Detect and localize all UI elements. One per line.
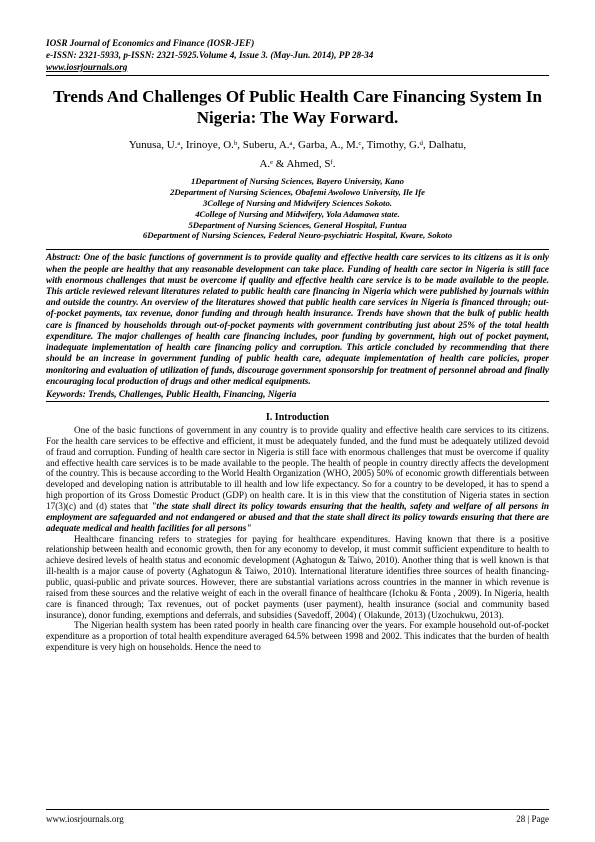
keywords-content: Trends, Challenges, Public Health, Finan… [88, 389, 296, 399]
intro-paragraph-2: Healthcare financing refers to strategie… [46, 534, 549, 621]
abstract-text: Abstract: One of the basic functions of … [46, 252, 549, 387]
footer-url: www.iosrjournals.org [46, 814, 124, 824]
intro-paragraph-1: One of the basic functions of government… [46, 425, 549, 534]
keywords-line: Keywords: Trends, Challenges, Public Hea… [46, 389, 549, 399]
paper-title: Trends And Challenges Of Public Health C… [46, 86, 549, 129]
journal-url: www.iosrjournals.org [46, 62, 549, 72]
intro-paragraph-3: The Nigerian health system has been rate… [46, 620, 549, 653]
affiliation-6: 6Department of Nursing Sciences, Federal… [46, 230, 549, 241]
section-heading-introduction: I. Introduction [46, 412, 549, 423]
authors-line-2: A.ᵉ & Ahmed, Sᶠ. [46, 157, 549, 172]
affiliation-1: 1Department of Nursing Sciences, Bayero … [46, 176, 549, 187]
issn-line: e-ISSN: 2321-5933, p-ISSN: 2321-5925.Vol… [46, 50, 549, 62]
affiliation-3: 3College of Nursing and Midwifery Scienc… [46, 198, 549, 209]
affiliation-5: 5Department of Nursing Sciences, General… [46, 220, 549, 231]
para1-plain: One of the basic functions of government… [46, 425, 549, 511]
footer-rule [46, 809, 549, 810]
abstract-content: One of the basic functions of government… [46, 252, 549, 385]
journal-name: IOSR Journal of Economics and Finance (I… [46, 38, 549, 50]
affiliation-2: 2Department of Nursing Sciences, Obafemi… [46, 187, 549, 198]
affiliation-4: 4College of Nursing and Midwifery, Yola … [46, 209, 549, 220]
abstract-box: Abstract: One of the basic functions of … [46, 249, 549, 402]
page-footer: www.iosrjournals.org 28 | Page [46, 814, 549, 824]
authors-line-1: Yunusa, U.ᵃ, Irinoye, O.ᵇ, Suberu, A.ᵃ, … [46, 138, 549, 153]
header-rule [46, 75, 549, 76]
page-number: 28 | Page [516, 814, 549, 824]
